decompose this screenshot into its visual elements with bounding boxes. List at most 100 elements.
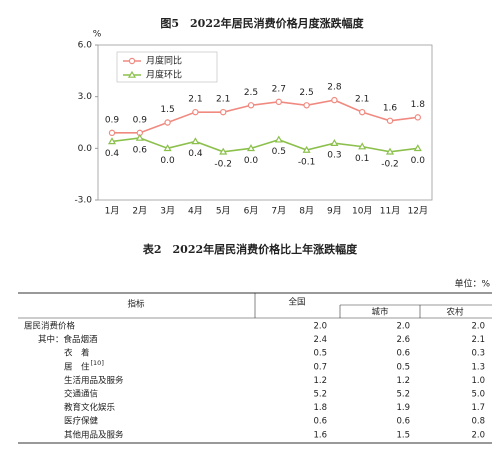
marker xyxy=(358,142,367,150)
cell: 0.5 xyxy=(396,362,410,372)
value-label: 1.8 xyxy=(411,100,426,110)
marker xyxy=(385,147,395,155)
y-tick-label: 6.0 xyxy=(78,41,93,51)
y-tick-label: -3.0 xyxy=(74,196,92,206)
row-ref: [10] xyxy=(91,359,104,367)
series-line xyxy=(112,99,418,134)
row-label: 交通通信 xyxy=(64,389,99,400)
marker xyxy=(414,114,421,121)
y-tick-label: 3.0 xyxy=(78,92,93,102)
cell: 1.9 xyxy=(396,403,410,413)
x-tick-label: 6月 xyxy=(244,206,259,217)
cell: 1.5 xyxy=(396,430,410,440)
marker xyxy=(302,145,311,153)
value-label: 0.0 xyxy=(411,156,426,166)
cell: 5.0 xyxy=(471,390,485,400)
legend-marker xyxy=(127,70,137,78)
marker xyxy=(107,137,117,145)
value-label: -0.1 xyxy=(298,158,316,168)
x-tick-label: 3月 xyxy=(160,206,175,217)
marker xyxy=(108,129,116,137)
value-label: 0.4 xyxy=(105,149,120,159)
cell: 2.1 xyxy=(471,335,485,345)
cell: 5.2 xyxy=(396,390,410,400)
plot-frame xyxy=(97,44,433,201)
row-label: 教育文化娱乐 xyxy=(64,402,116,413)
legend-label: 月度环比 xyxy=(146,69,182,81)
marker xyxy=(386,117,394,124)
value-label: 0.0 xyxy=(244,156,259,166)
marker xyxy=(359,108,366,116)
chart-title: 图5 2022年居民消费价格月度涨跌幅度 xyxy=(160,16,364,30)
cell: 1.0 xyxy=(471,376,485,386)
cell: 1.7 xyxy=(471,403,485,413)
marker xyxy=(246,144,256,152)
value-label: -0.2 xyxy=(381,159,399,169)
row-label: 其他用品及服务 xyxy=(64,429,124,440)
x-tick-label: 8月 xyxy=(299,206,314,217)
value-label: 2.1 xyxy=(355,95,369,105)
value-label: 0.9 xyxy=(133,115,148,125)
cell: 0.3 xyxy=(471,349,485,359)
row-label: 其中：食品烟酒 xyxy=(38,334,98,345)
value-label: 0.1 xyxy=(355,154,369,164)
cell: 0.5 xyxy=(313,349,327,359)
value-label: 2.5 xyxy=(244,88,258,98)
cell: 2.4 xyxy=(313,335,327,345)
value-label: 2.1 xyxy=(216,95,230,105)
cell: 2.0 xyxy=(396,322,410,332)
value-label: 0.0 xyxy=(160,156,175,166)
cell: 1.6 xyxy=(313,430,327,440)
cell: 2.6 xyxy=(396,335,410,345)
value-label: 0.9 xyxy=(105,115,120,125)
value-label: 2.7 xyxy=(272,84,286,94)
table-header: 指标 xyxy=(127,299,145,310)
marker xyxy=(331,96,338,104)
marker xyxy=(191,137,200,145)
table-title: 表2 2022年居民消费价格比上年涨跌幅度 xyxy=(142,242,358,256)
legend-marker xyxy=(128,57,136,65)
value-label: -0.2 xyxy=(214,159,232,169)
x-tick-label: 9月 xyxy=(327,206,342,217)
marker xyxy=(303,102,310,109)
value-label: 2.8 xyxy=(327,83,342,93)
table-header: 农村 xyxy=(446,307,464,318)
marker xyxy=(192,108,199,116)
marker xyxy=(219,108,227,116)
marker xyxy=(164,119,171,126)
marker xyxy=(330,138,339,146)
cell: 1.2 xyxy=(396,376,410,386)
cell: 1.8 xyxy=(313,403,327,413)
value-label: 0.5 xyxy=(272,147,286,157)
marker xyxy=(275,98,282,106)
x-tick-label: 10月 xyxy=(352,206,372,217)
table-unit: 单位：% xyxy=(454,278,490,290)
row-label: 医疗保健 xyxy=(64,416,99,427)
value-label: 2.5 xyxy=(299,88,313,98)
row-label: 生活用品及服务 xyxy=(64,375,124,386)
cell: 1.2 xyxy=(313,376,327,386)
cell: 5.2 xyxy=(313,390,327,400)
value-label: 2.1 xyxy=(188,95,202,105)
series-line xyxy=(111,137,418,153)
x-tick-label: 7月 xyxy=(271,206,286,217)
cell: 2.0 xyxy=(313,322,327,332)
table-header: 城市 xyxy=(371,307,389,318)
marker xyxy=(274,135,283,143)
x-tick-label: 11月 xyxy=(380,206,400,217)
cell: 1.3 xyxy=(471,362,485,372)
value-label: 0.6 xyxy=(133,146,148,156)
y-unit: % xyxy=(93,30,102,40)
x-tick-label: 5月 xyxy=(216,206,231,217)
cell: 2.0 xyxy=(471,430,485,440)
x-tick-label: 12月 xyxy=(408,206,428,217)
cell: 0.6 xyxy=(396,417,410,427)
marker xyxy=(163,144,172,152)
cell: 2.0 xyxy=(471,322,485,332)
cell: 0.8 xyxy=(471,417,485,427)
cell: 0.6 xyxy=(313,417,327,427)
value-label: 0.4 xyxy=(188,149,203,159)
